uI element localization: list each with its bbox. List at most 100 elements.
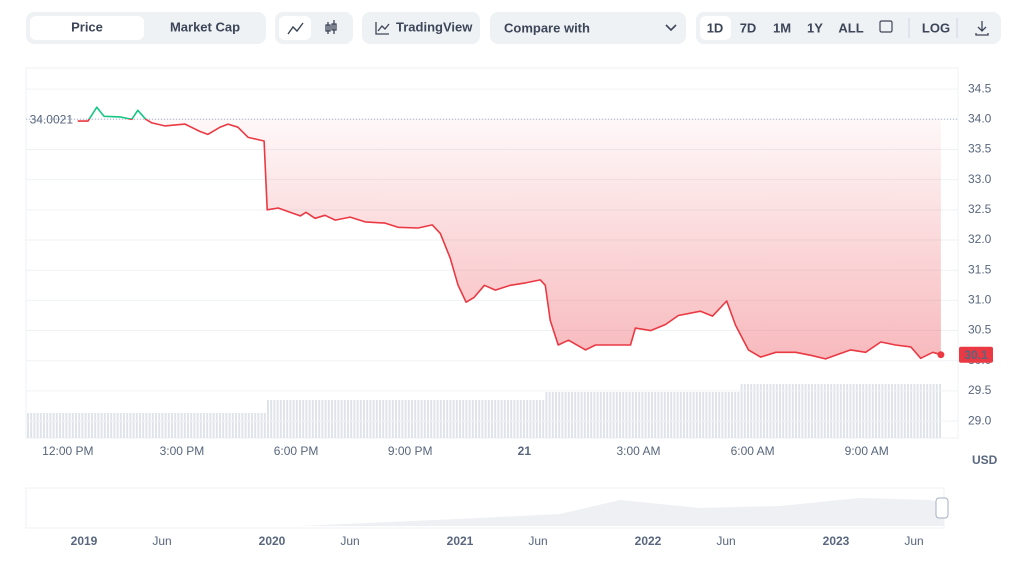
volume-bar [203, 413, 205, 438]
volume-bar [337, 400, 340, 438]
navigator-label: 2019 [71, 534, 98, 548]
volume-bar [891, 384, 893, 438]
tradingview-label[interactable]: TradingView [396, 19, 473, 34]
volume-bar [916, 384, 919, 438]
volume-bar [478, 400, 481, 438]
volume-bar [526, 400, 529, 438]
download-icon[interactable] [975, 21, 989, 36]
navigator-label: 2022 [635, 534, 662, 548]
volume-bar [97, 413, 100, 438]
volume-bar [705, 392, 708, 438]
volume-bar [551, 392, 554, 438]
volume-bar [187, 413, 189, 438]
volume-bar [417, 400, 420, 438]
volume-bar [612, 392, 615, 438]
x-tick-label: 3:00 PM [160, 444, 205, 458]
volume-bar [561, 392, 564, 438]
volume-bar [791, 384, 794, 438]
volume-bar [862, 384, 865, 438]
volume-bar [644, 392, 647, 438]
volume-bar [87, 413, 90, 438]
volume-bar [110, 413, 113, 438]
tab-selected[interactable] [30, 16, 144, 40]
volume-bar [747, 384, 749, 438]
volume-bar [926, 384, 929, 438]
volume-bar [564, 392, 567, 438]
volume-bar [763, 384, 765, 438]
volume-bar [868, 384, 871, 438]
volume-bar [795, 384, 797, 438]
candle-icon[interactable] [325, 20, 337, 34]
volume-bar [759, 384, 762, 438]
volume-bar [817, 384, 820, 438]
volume-bar [33, 413, 36, 438]
volume-bar [151, 413, 154, 438]
volume-bar [599, 392, 602, 438]
volume-bar [571, 392, 573, 438]
volume-bar [811, 384, 813, 438]
range-button[interactable]: 1Y [807, 20, 823, 35]
tradingview-button[interactable] [362, 12, 480, 44]
calendar-icon[interactable] [879, 20, 893, 33]
tab[interactable]: Market Cap [170, 19, 240, 34]
volume-bar [49, 413, 52, 438]
line-button[interactable] [279, 16, 311, 40]
compare-label[interactable]: Compare with [504, 20, 590, 35]
volume-bar [449, 400, 452, 438]
range-group [696, 12, 1001, 44]
volume-bar [782, 384, 785, 438]
volume-bar [827, 384, 829, 438]
volume-bar [676, 392, 679, 438]
volume-bar [507, 400, 509, 438]
volume-bar [913, 384, 916, 438]
volume-bar [699, 392, 701, 438]
volume-bar [772, 384, 775, 438]
x-tick-label: 21 [518, 444, 532, 458]
x-tick-label: 3:00 AM [616, 444, 660, 458]
range-button[interactable]: ALL [838, 20, 863, 35]
volume-bar [462, 400, 465, 438]
volume-bar [638, 392, 641, 438]
compare-dropdown[interactable] [490, 12, 686, 44]
range-button[interactable]: 7D [740, 20, 757, 35]
volume-bar [321, 400, 324, 438]
volume-bar [135, 413, 138, 438]
volume-bar [158, 413, 161, 438]
volume-bar [814, 384, 817, 438]
tab[interactable]: Price [71, 19, 103, 34]
volume-bar [647, 392, 650, 438]
volume-bar [343, 400, 346, 438]
volume-bar [907, 384, 909, 438]
range-button[interactable]: 1D [707, 20, 724, 35]
volume-bar [935, 384, 938, 438]
volume-bar [430, 400, 433, 438]
volume-bar [113, 413, 116, 438]
volume-bar [411, 400, 413, 438]
volume-bar [347, 400, 349, 438]
range-selected[interactable] [700, 16, 731, 40]
volume-bar [148, 413, 151, 438]
volume-bar [577, 392, 580, 438]
volume-bar [756, 384, 759, 438]
volume-bar [558, 392, 561, 438]
volume-bar [865, 384, 868, 438]
range-button[interactable]: 1M [773, 20, 791, 35]
volume-bar [324, 400, 327, 438]
log-button[interactable]: LOG [922, 20, 950, 35]
volume-bar [356, 400, 359, 438]
volume-bar [455, 400, 458, 438]
volume-bar [193, 413, 196, 438]
volume-bar [414, 400, 417, 438]
volume-bar [468, 400, 471, 438]
volume-bar [231, 413, 234, 438]
navigator-handle[interactable] [935, 497, 949, 519]
volume-bar [331, 400, 333, 438]
volume-bar [779, 384, 781, 438]
volume-bar [27, 413, 29, 438]
volume-bar [823, 384, 826, 438]
volume-bar [196, 413, 199, 438]
volume-bar [388, 400, 391, 438]
volume-bar [529, 400, 532, 438]
volume-bar [308, 400, 311, 438]
